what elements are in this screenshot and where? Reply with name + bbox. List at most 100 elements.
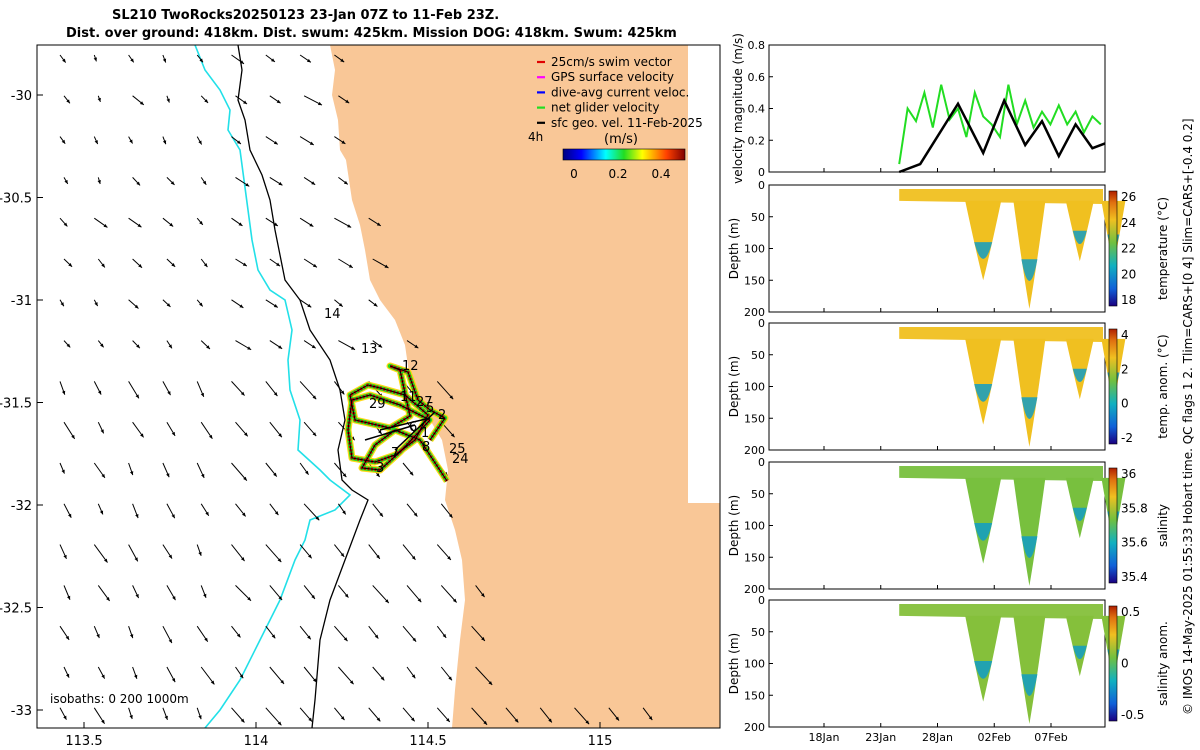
panel-ytick-label: 0.6 — [748, 71, 766, 84]
surface-layer — [899, 189, 1103, 205]
panel-colorbar — [1108, 190, 1118, 307]
geostrophic-velocity-arrows — [59, 54, 653, 726]
panel-ytick-label: 0.8 — [748, 39, 766, 52]
colorbar-tick-label: 18 — [1121, 293, 1136, 307]
panel-ytick-label: 50 — [751, 488, 765, 501]
panel-ytick-label: 200 — [744, 444, 765, 457]
panel-ytick-label: 0 — [758, 166, 765, 179]
colorbar-title: salinity anom. — [1156, 621, 1170, 706]
legend-label: 25cm/s swim vector — [551, 55, 672, 69]
colorbar-tick-label: 4 — [1121, 328, 1129, 342]
figure-title-line2: Dist. over ground: 418km. Dist. swum: 42… — [66, 26, 677, 41]
time-axis-label: 23Jan — [865, 731, 896, 744]
velocity-series-line — [898, 84, 1102, 165]
day-label: 3 — [376, 461, 384, 476]
panel-ytick-label: 200 — [744, 306, 765, 319]
time-axis-label: 18Jan — [809, 731, 840, 744]
panel-ylabel: velocity magnitude (m/s) — [731, 33, 745, 184]
panel-colorbar — [1108, 328, 1118, 445]
panel-ytick-label: 0.4 — [748, 103, 766, 116]
map-ytick-label: -30 — [11, 89, 32, 104]
panel-ytick-label: 150 — [744, 274, 765, 287]
dive-profile — [1065, 615, 1094, 677]
colorbar-tick-label: 35.8 — [1121, 501, 1148, 515]
colorbar-tick-label: 0 — [1121, 657, 1129, 671]
colorbar-title: salinity — [1156, 504, 1170, 547]
legend-label: GPS surface velocity — [551, 70, 674, 84]
map-xtick-label: 114.5 — [409, 734, 446, 749]
dive-profile — [1101, 477, 1126, 545]
dive-profile — [1065, 477, 1094, 539]
isobath-1000m — [194, 45, 352, 728]
colorbar-tick-label: 0 — [1121, 397, 1129, 411]
dive-profile — [1101, 615, 1126, 683]
panel-ytick-label: 150 — [744, 551, 765, 564]
colorbar-tick-2: 0.4 — [651, 167, 670, 181]
colorbar-tick-label: 2 — [1121, 362, 1129, 376]
dive-profile — [1065, 338, 1094, 400]
map-frame — [36, 44, 721, 729]
day-label: 24 — [452, 452, 469, 467]
dive-profile — [1013, 615, 1046, 724]
map-ytick-label: -30.5 — [0, 192, 32, 207]
legend-label: sfc geo. vel. 11-Feb-2025 — [551, 116, 703, 130]
colorbar-tick-label: 24 — [1121, 216, 1136, 230]
surface-layer — [899, 604, 1103, 620]
panel-ytick-label: 50 — [751, 626, 765, 639]
map-y-axis: -30 -30.5 -31 -31.5 -32 -32.5 -33 — [0, 89, 43, 719]
colorbar-tick-label: 35.4 — [1121, 570, 1148, 584]
map-ytick-label: -32 — [11, 499, 32, 514]
panel-ytick-label: 50 — [751, 349, 765, 362]
land-area — [330, 45, 720, 728]
panel-colorbar — [1108, 467, 1118, 584]
map-ytick-label: -33 — [11, 704, 32, 719]
colorbar-tick-label: -0.5 — [1121, 708, 1144, 722]
day-label: 2 — [438, 408, 446, 423]
figure-title-line1: SL210 TwoRocks20250123 23-Jan 07Z to 11-… — [112, 8, 500, 23]
map-ytick-label: -32.5 — [0, 602, 32, 617]
dive-profile — [965, 615, 1002, 702]
panel-ytick-label: 100 — [744, 243, 765, 256]
panel-ytick-label: 0.2 — [748, 134, 766, 147]
dive-profile — [1101, 200, 1126, 268]
day-label: 14 — [324, 307, 341, 322]
dive-profile — [965, 477, 1002, 564]
colorbar-tick-label: -2 — [1121, 431, 1133, 445]
isobath-200m — [237, 45, 369, 728]
isobath-note: isobaths: 0 200 1000m — [50, 692, 189, 706]
panel-ytick-label: 0 — [758, 317, 765, 330]
panel-ytick-label: 0 — [758, 594, 765, 607]
surface-layer — [899, 466, 1103, 482]
colorbar-tick-label: 26 — [1121, 190, 1136, 204]
panel-ytick-label: 200 — [744, 721, 765, 734]
panel-ytick-label: 100 — [744, 658, 765, 671]
dive-profile — [1013, 338, 1046, 447]
glider-track — [344, 362, 450, 483]
dive-profile — [1013, 200, 1046, 309]
colorbar-tick-label: 20 — [1121, 267, 1136, 281]
dive-profile — [1013, 477, 1046, 586]
dive-profile — [965, 200, 1002, 281]
dive-profile — [1065, 200, 1094, 262]
dive-profile — [965, 338, 1002, 425]
time-axis-label: 28Jan — [922, 731, 953, 744]
panel-ytick-label: 150 — [744, 412, 765, 425]
colorbar-tick-label: 0.5 — [1121, 605, 1140, 619]
time-axis-label: 02Feb — [978, 731, 1011, 744]
panel-ytick-label: 100 — [744, 520, 765, 533]
day-label: 6 — [409, 420, 417, 435]
panel-colorbar — [1108, 605, 1118, 722]
colorbar-tick-label: 36 — [1121, 467, 1136, 481]
day-label: 12 — [402, 359, 419, 374]
panel-ytick-label: 200 — [744, 583, 765, 596]
colorbar-tick-1: 0.2 — [608, 167, 627, 181]
day-label: 1 — [421, 426, 429, 441]
map-xtick-label: 113.5 — [65, 734, 102, 749]
qc-info-label: © IMOS 14-May-2025 01:55:33 Hobart time.… — [1181, 118, 1195, 715]
map-xtick-label: 114 — [244, 734, 269, 749]
colorbar-units: (m/s) — [604, 132, 638, 147]
